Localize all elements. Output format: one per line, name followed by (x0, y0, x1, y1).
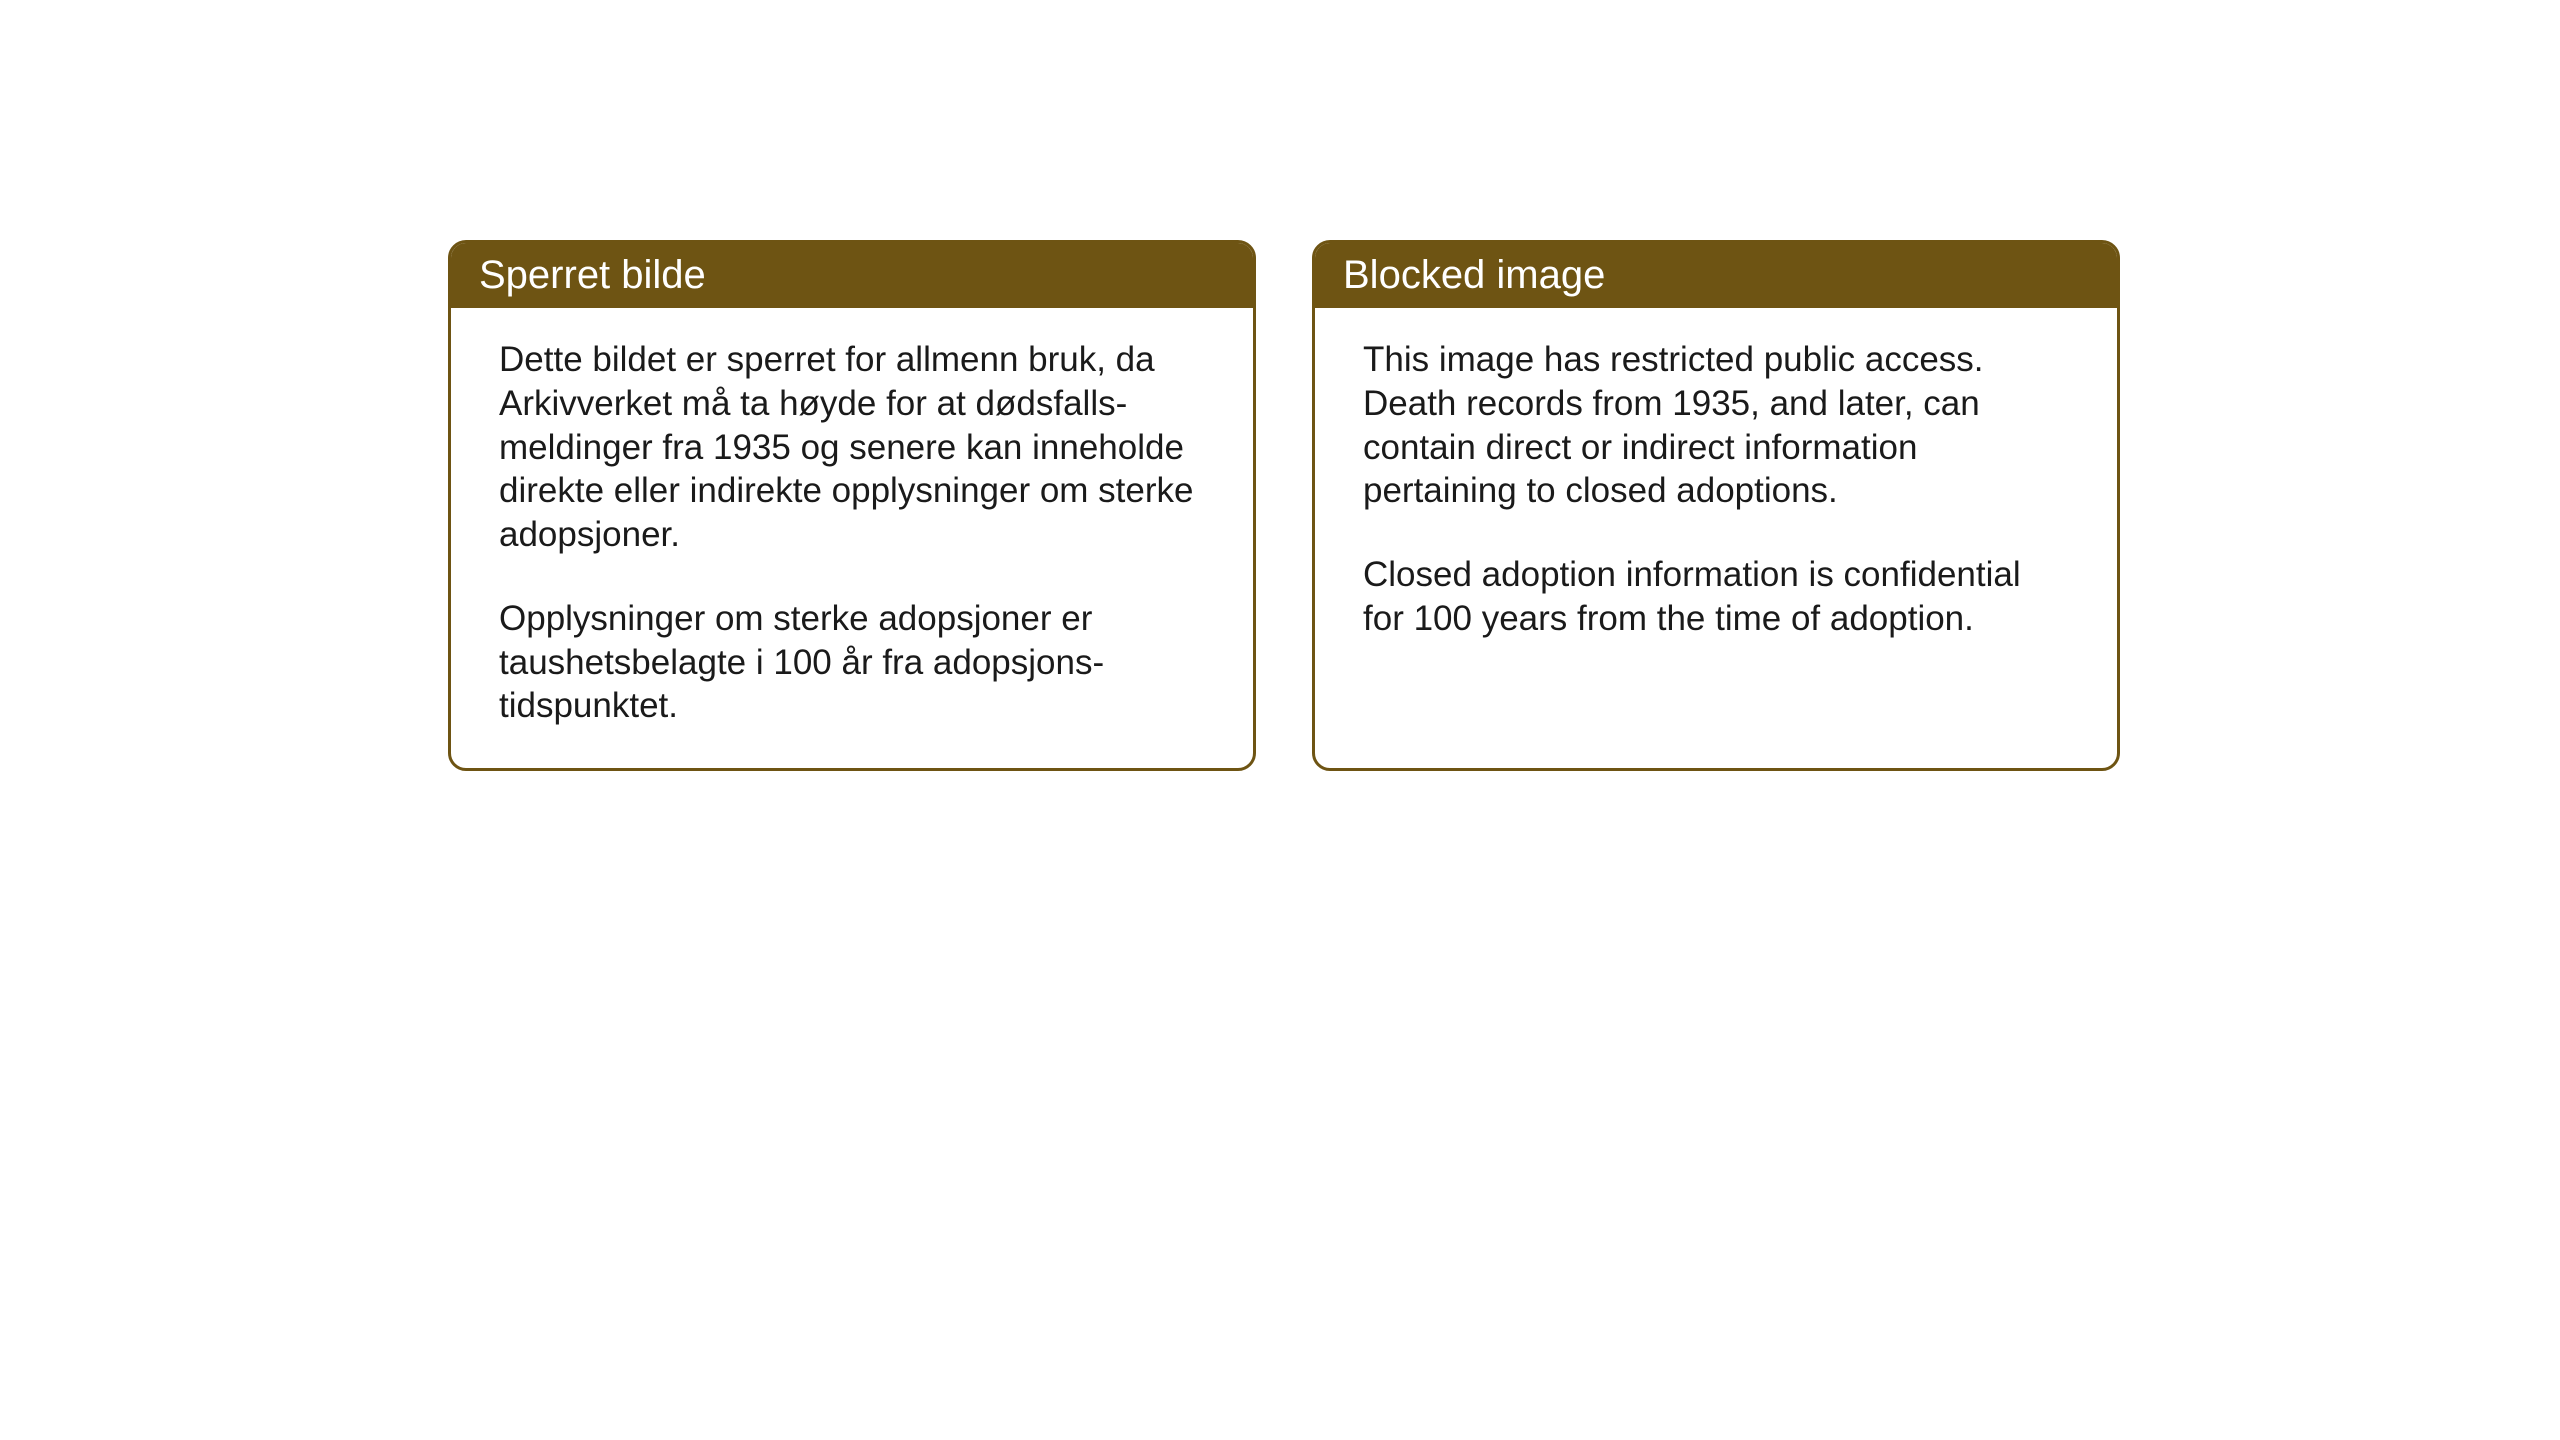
notice-container: Sperret bilde Dette bildet er sperret fo… (448, 240, 2120, 771)
notice-card-norwegian: Sperret bilde Dette bildet er sperret fo… (448, 240, 1256, 771)
card-body-english: This image has restricted public access.… (1315, 308, 2117, 681)
card-title-english: Blocked image (1343, 253, 1605, 297)
paragraph-english-2: Closed adoption information is confident… (1363, 553, 2069, 641)
card-body-norwegian: Dette bildet er sperret for allmenn bruk… (451, 308, 1253, 768)
paragraph-english-1: This image has restricted public access.… (1363, 338, 2069, 513)
notice-card-english: Blocked image This image has restricted … (1312, 240, 2120, 771)
card-title-norwegian: Sperret bilde (479, 253, 706, 297)
card-header-norwegian: Sperret bilde (451, 243, 1253, 308)
card-header-english: Blocked image (1315, 243, 2117, 308)
paragraph-norwegian-2: Opplysninger om sterke adopsjoner er tau… (499, 597, 1205, 728)
paragraph-norwegian-1: Dette bildet er sperret for allmenn bruk… (499, 338, 1205, 557)
